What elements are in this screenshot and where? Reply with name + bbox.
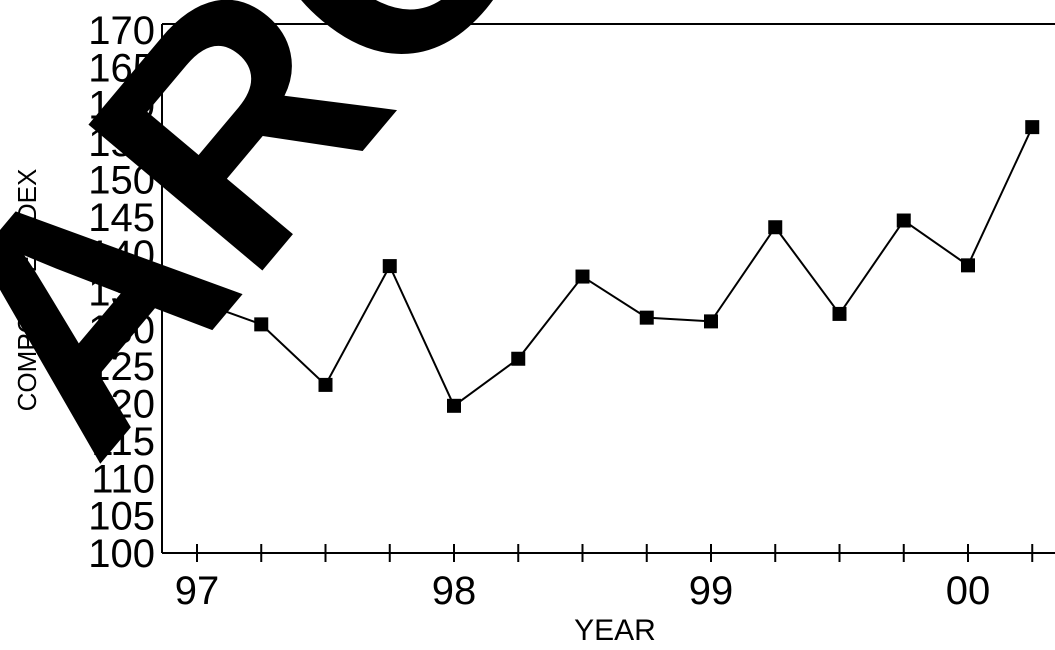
data-point-marker xyxy=(1025,120,1040,135)
y-axis: 1001051101151201251301351401451501551601… xyxy=(88,9,155,576)
data-point-marker xyxy=(190,294,204,309)
data-point-marker xyxy=(447,398,461,413)
y-tick-label: 170 xyxy=(88,9,155,53)
x-tick-label: 97 xyxy=(175,569,220,613)
y-tick-label: 145 xyxy=(88,196,155,240)
data-point-marker xyxy=(382,259,397,274)
data-point-marker xyxy=(511,351,526,366)
data-point-marker xyxy=(254,317,269,332)
x-tick-label: 99 xyxy=(689,569,734,613)
y-tick-label: 100 xyxy=(88,532,155,576)
data-point-marker xyxy=(575,269,590,284)
x-axis-title: YEAR xyxy=(574,614,656,647)
x-axis: 97 98 99 00 xyxy=(175,544,1034,613)
plot-frame xyxy=(161,23,1055,554)
series-line xyxy=(196,126,1034,408)
x-tick-label: 00 xyxy=(946,569,991,613)
y-tick-label: 155 xyxy=(88,121,155,165)
data-point-marker xyxy=(318,377,333,392)
y-tick-label: 115 xyxy=(91,420,155,464)
data-point-marker xyxy=(768,220,783,235)
data-series xyxy=(190,120,1040,413)
data-point-marker xyxy=(961,258,975,273)
y-tick-label: 135 xyxy=(88,271,155,315)
watermark-text: ARCHIVE xyxy=(0,0,1055,515)
x-tick-label: 98 xyxy=(432,569,477,613)
y-tick-label: 130 xyxy=(88,308,155,352)
y-tick-label: 125 xyxy=(88,345,155,389)
y-tick-label: 140 xyxy=(88,233,155,277)
y-tick-label: 160 xyxy=(88,84,155,128)
watermark: ARCHIVE xyxy=(0,0,1055,515)
data-point-marker xyxy=(896,213,911,228)
data-point-marker xyxy=(832,306,847,321)
y-axis-title: COMPOSITE INDEX xyxy=(12,169,42,412)
y-tick-label: 120 xyxy=(88,383,155,427)
data-point-marker xyxy=(639,310,654,325)
y-tick-label: 110 xyxy=(91,457,155,501)
y-tick-label: 150 xyxy=(88,158,155,202)
y-tick-label: 165 xyxy=(88,46,155,90)
y-tick-label: 105 xyxy=(88,495,155,539)
data-point-marker xyxy=(704,314,718,329)
